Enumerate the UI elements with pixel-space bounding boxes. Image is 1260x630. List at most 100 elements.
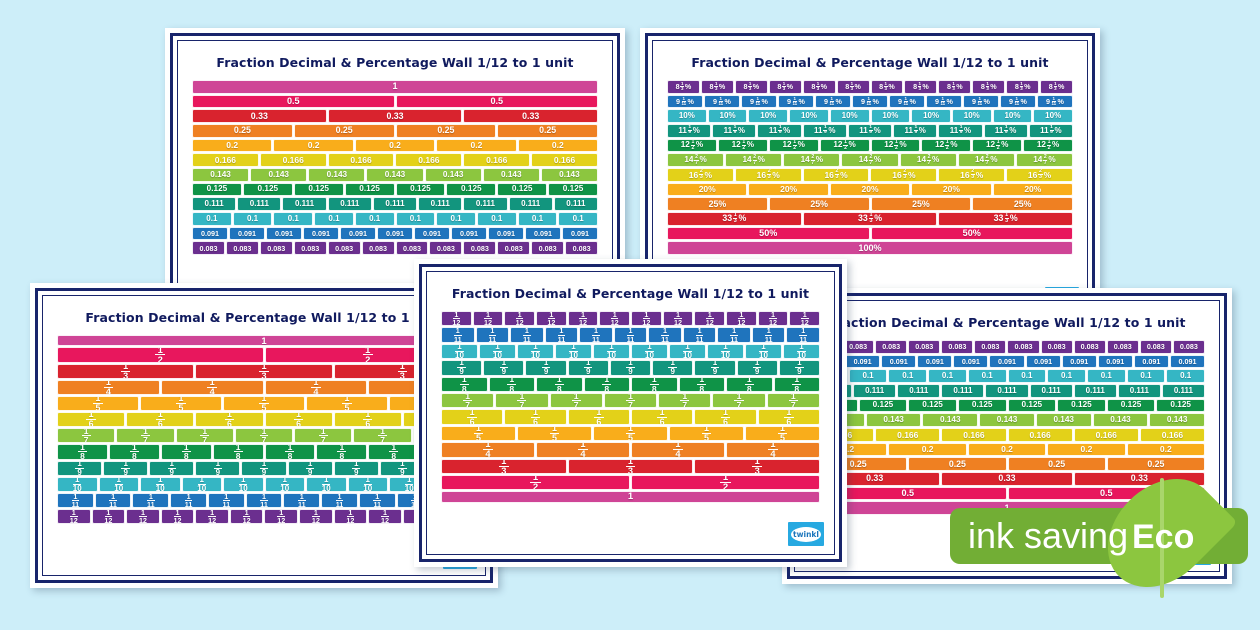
- wall-cell[interactable]: 0.33: [192, 109, 327, 124]
- wall-cell[interactable]: 12 1 2%: [921, 138, 972, 153]
- wall-cell[interactable]: 0.1: [476, 212, 517, 226]
- wall-cell[interactable]: 0.125: [548, 182, 598, 197]
- wall-cell[interactable]: 0.166: [463, 153, 531, 168]
- wall-cell[interactable]: 0.1: [928, 369, 967, 384]
- wall-cell[interactable]: 0.143: [540, 168, 598, 182]
- wall-cell[interactable]: 16 2 3%: [802, 168, 870, 182]
- wall-cell[interactable]: 25%: [972, 197, 1073, 212]
- wall-cell[interactable]: 0.5: [395, 94, 598, 109]
- wall-cell[interactable]: 11 1 9%: [893, 124, 938, 138]
- wall-cell[interactable]: 0.091: [377, 226, 413, 241]
- wall-cell[interactable]: 16 2 3%: [1006, 168, 1073, 182]
- wall-cell[interactable]: 0.091: [488, 226, 524, 241]
- wall-cell[interactable]: 0.111: [192, 197, 237, 212]
- wall-cell[interactable]: 9 1 11%: [741, 94, 777, 109]
- wall-cell[interactable]: 0.125: [957, 398, 1007, 413]
- wall-cell[interactable]: 1: [192, 80, 598, 94]
- wall-cell[interactable]: 0.166: [395, 153, 463, 168]
- wall-cell[interactable]: 11 1 9%: [667, 124, 712, 138]
- wall-cell[interactable]: 20%: [667, 182, 748, 197]
- wall-cell[interactable]: 0.083: [293, 241, 327, 256]
- wall-cell[interactable]: 0.091: [1061, 354, 1097, 369]
- wall-cell[interactable]: 0.111: [1117, 384, 1161, 398]
- wall-cell[interactable]: 10%: [748, 109, 789, 124]
- wall-cell[interactable]: 12 1 2%: [870, 138, 921, 153]
- wall-cell[interactable]: 0.143: [250, 168, 308, 182]
- wall-cell[interactable]: 0.125: [344, 182, 395, 197]
- wall-cell[interactable]: 0.125: [446, 182, 497, 197]
- wall-cell[interactable]: 0.083: [1139, 340, 1172, 354]
- wall-cell[interactable]: 0.091: [1097, 354, 1133, 369]
- wall-cell[interactable]: 0.125: [1156, 398, 1205, 413]
- wall-cell[interactable]: 0.091: [1025, 354, 1061, 369]
- wall-cell[interactable]: 0.143: [979, 413, 1035, 428]
- wall-cell[interactable]: 0.166: [1007, 428, 1073, 442]
- wall-cell[interactable]: 1: [441, 491, 820, 504]
- wall-cell[interactable]: 10%: [789, 109, 829, 124]
- wall-cell[interactable]: 8 1 3%: [667, 80, 700, 94]
- wall-cell[interactable]: 0.111: [282, 197, 327, 212]
- wall-cell[interactable]: 0.1: [436, 212, 476, 226]
- wall-cell[interactable]: 0.143: [424, 168, 482, 182]
- wall-cell[interactable]: 9 1 11%: [704, 94, 740, 109]
- wall-cell[interactable]: 0.111: [985, 384, 1029, 398]
- wall-cell[interactable]: 0.111: [1073, 384, 1117, 398]
- wall-cell[interactable]: 0.125: [395, 182, 446, 197]
- wall-cell[interactable]: 0.166: [192, 153, 259, 168]
- wall-cell[interactable]: 0.091: [229, 226, 265, 241]
- wall-cell[interactable]: 0.083: [361, 241, 395, 256]
- wall-cell[interactable]: 0.2: [888, 442, 967, 457]
- wall-cell[interactable]: 11 1 9%: [847, 124, 893, 138]
- wall-cell[interactable]: 0.083: [941, 340, 974, 354]
- wall-cell[interactable]: 11 1 9%: [938, 124, 983, 138]
- wall-cell[interactable]: 14 2 7%: [667, 153, 725, 168]
- wall-cell[interactable]: 0.2: [1047, 442, 1126, 457]
- wall-cell[interactable]: 0.2: [517, 138, 599, 153]
- wall-cell[interactable]: 0.143: [922, 413, 979, 428]
- wall-cell[interactable]: 11 1 9%: [983, 124, 1028, 138]
- wall-cell[interactable]: 20%: [829, 182, 911, 197]
- wall-cell[interactable]: 0.1: [558, 212, 599, 226]
- wall-cell[interactable]: 10%: [870, 109, 911, 124]
- wall-cell[interactable]: 0.2: [967, 442, 1047, 457]
- wall-cell[interactable]: 0.125: [242, 182, 293, 197]
- wall-cell[interactable]: 0.1: [967, 369, 1007, 384]
- wall-cell[interactable]: 50%: [870, 226, 1073, 241]
- wall-cell[interactable]: 0.143: [366, 168, 424, 182]
